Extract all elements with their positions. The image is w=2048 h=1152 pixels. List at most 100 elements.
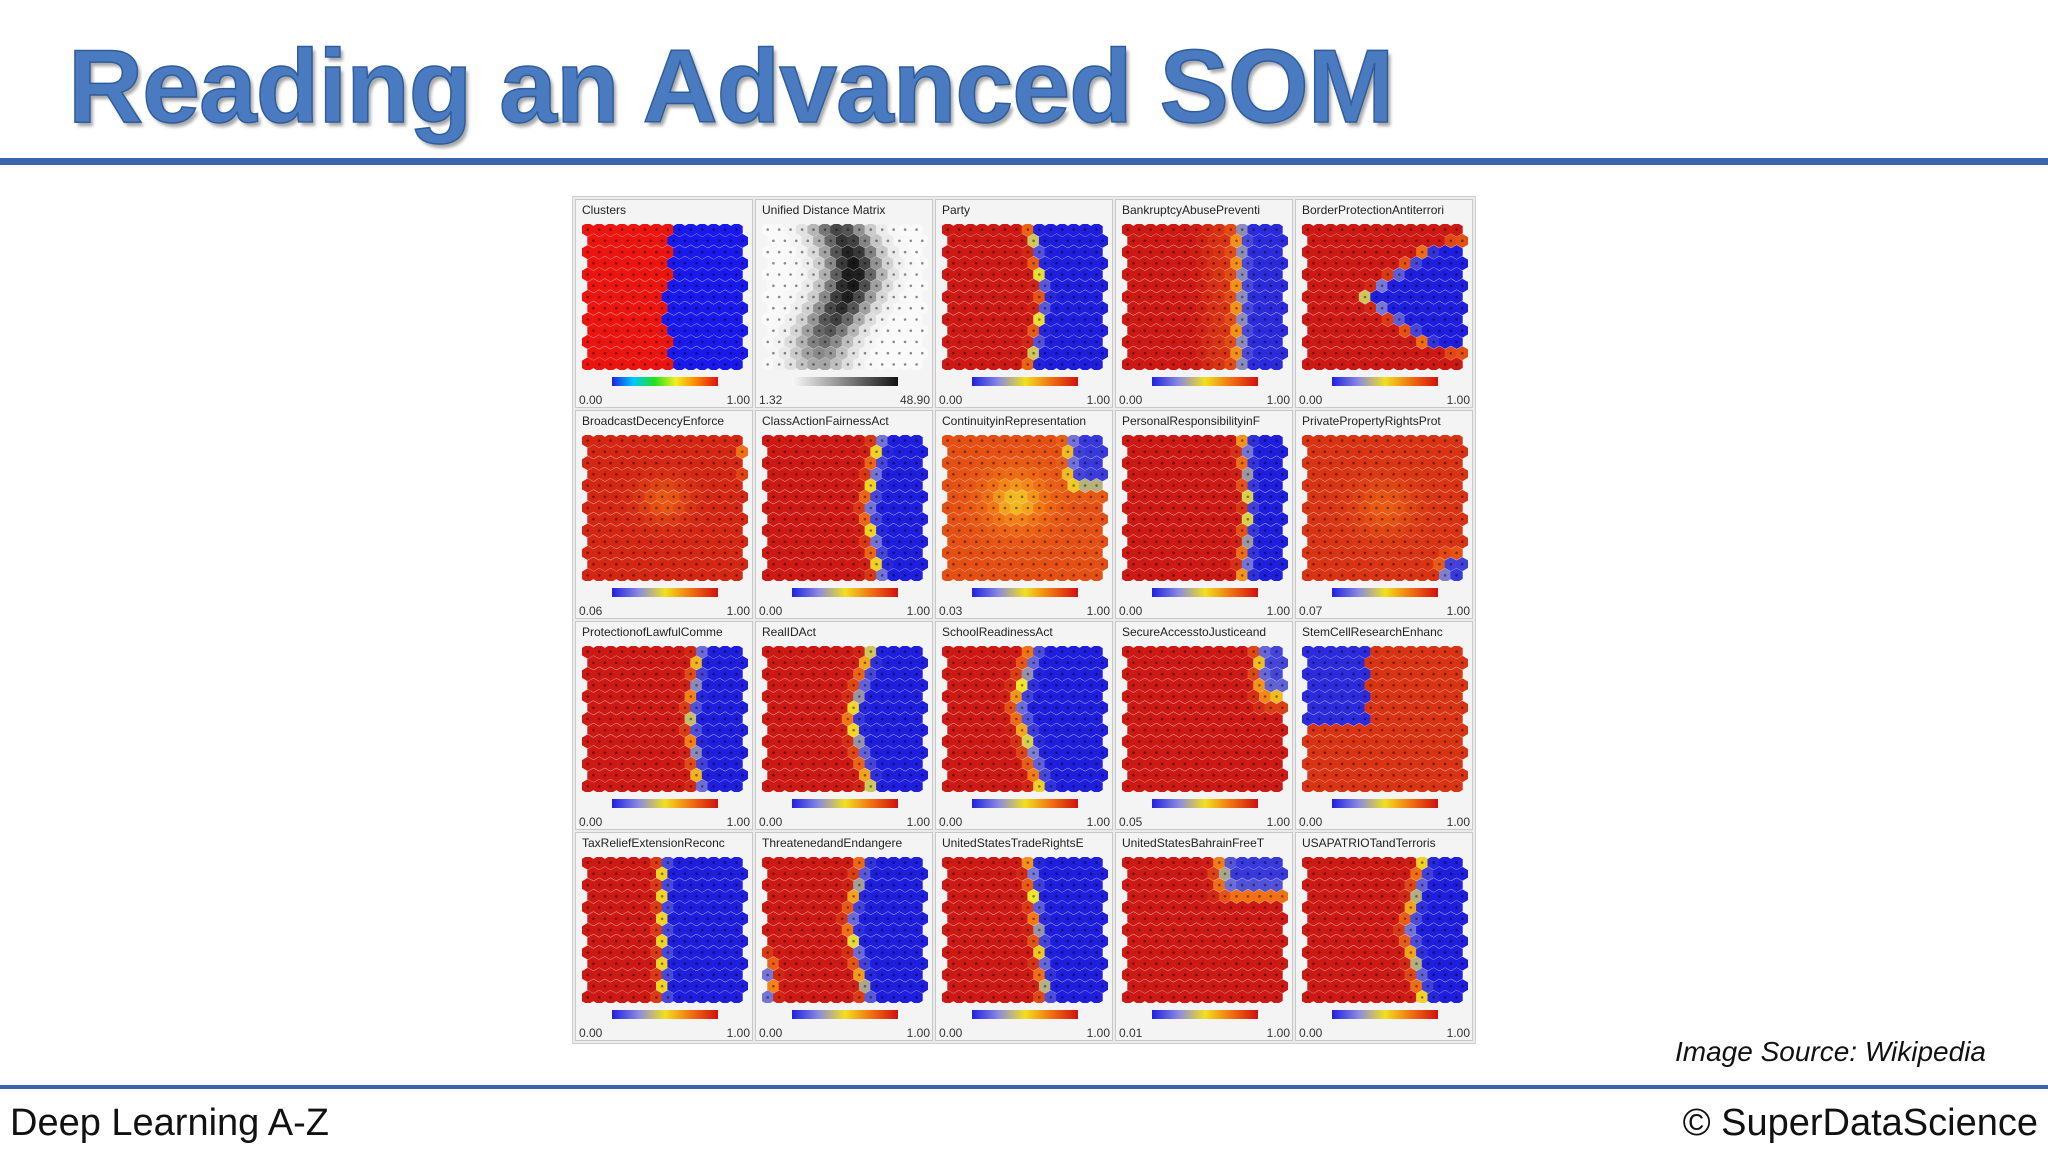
som-node <box>1347 312 1360 327</box>
som-node-marker <box>1409 439 1413 442</box>
som-node-marker <box>597 650 601 653</box>
som-node <box>656 655 669 670</box>
som-node-marker <box>1095 529 1098 532</box>
som-node <box>1010 456 1023 471</box>
som-node <box>876 334 889 349</box>
som-node-marker <box>1269 306 1273 310</box>
som-node-marker <box>689 363 693 366</box>
som-node-marker <box>1101 239 1104 243</box>
som-node <box>1122 545 1134 560</box>
som-node-marker <box>1049 672 1053 676</box>
som-node <box>736 700 748 715</box>
som-node <box>1213 245 1226 260</box>
som-node-marker <box>1101 517 1104 521</box>
som-node-marker <box>718 450 721 454</box>
som-node <box>824 233 837 248</box>
som-node-marker <box>1072 461 1075 465</box>
som-node <box>981 745 994 760</box>
som-node-marker <box>1375 461 1378 465</box>
som-node <box>1259 435 1272 448</box>
som-node <box>1184 256 1197 271</box>
som-node <box>801 346 814 361</box>
som-node <box>981 233 994 248</box>
som-node <box>813 346 826 361</box>
som-node <box>942 779 954 792</box>
som-node <box>975 689 989 704</box>
som-node-marker <box>1246 262 1250 265</box>
som-node-marker <box>655 740 658 743</box>
som-node-marker <box>1235 262 1238 265</box>
som-node <box>1150 700 1163 715</box>
som-node-marker <box>903 273 907 276</box>
som-node <box>1061 723 1075 738</box>
som-node-marker <box>957 672 961 676</box>
som-node-marker <box>957 363 961 366</box>
som-node-marker <box>892 529 895 532</box>
som-node <box>1150 534 1163 549</box>
som-node <box>1090 545 1103 560</box>
som-node <box>1084 256 1097 271</box>
som-node <box>1133 568 1146 581</box>
som-node <box>1004 256 1017 271</box>
som-node-marker <box>1240 273 1244 276</box>
som-node-marker <box>1415 540 1418 543</box>
som-node <box>604 478 617 493</box>
som-node <box>1033 500 1046 516</box>
som-node-marker <box>766 250 769 254</box>
som-node <box>1155 456 1169 471</box>
som-node-marker <box>957 717 961 721</box>
som-node-marker <box>660 706 664 710</box>
som-node <box>638 568 652 581</box>
som-node-marker <box>735 574 738 577</box>
som-node-marker <box>852 517 855 521</box>
som-node <box>998 689 1012 704</box>
som-node <box>916 557 928 572</box>
som-node <box>975 334 989 349</box>
som-node-marker <box>1095 551 1098 555</box>
som-node-marker <box>1409 318 1413 321</box>
som-node-marker <box>975 450 978 454</box>
som-node <box>604 756 617 771</box>
som-node-marker <box>1149 695 1152 698</box>
som-node <box>1090 568 1103 581</box>
som-node-marker <box>986 706 990 710</box>
som-node-marker <box>1200 684 1204 687</box>
som-node-marker <box>992 529 995 532</box>
som-node-marker <box>817 751 821 754</box>
som-node <box>1150 323 1163 338</box>
som-node-marker <box>1223 239 1227 243</box>
som-node-marker <box>823 228 827 231</box>
som-node-marker <box>1189 262 1192 265</box>
som-node <box>1381 523 1394 538</box>
som-node <box>656 745 669 760</box>
som-node <box>661 357 674 370</box>
som-node <box>1347 545 1360 560</box>
som-node-marker <box>1386 461 1390 465</box>
som-node <box>964 224 977 237</box>
som-node-marker <box>1095 574 1098 577</box>
som-node-marker <box>1003 363 1007 366</box>
som-node-marker <box>875 495 878 499</box>
som-node-marker <box>586 250 589 254</box>
som-node <box>824 745 837 760</box>
som-node-marker <box>915 439 918 442</box>
som-node-marker <box>1043 517 1047 521</box>
som-node <box>1056 267 1069 282</box>
som-node <box>1324 289 1337 305</box>
som-node-marker <box>683 262 687 265</box>
som-node <box>773 545 786 560</box>
som-node-marker <box>835 672 838 676</box>
som-node <box>1433 233 1446 248</box>
som-node-marker <box>1375 228 1378 231</box>
som-node-marker <box>1363 250 1367 254</box>
som-node-marker <box>1346 262 1350 265</box>
som-node <box>1410 256 1423 271</box>
som-node <box>627 646 640 659</box>
som-node-marker <box>609 461 612 465</box>
som-node <box>801 678 814 693</box>
som-node <box>947 512 960 527</box>
som-node <box>1056 523 1069 538</box>
som-node <box>773 245 786 260</box>
som-node <box>773 734 786 749</box>
som-node <box>1387 557 1400 572</box>
